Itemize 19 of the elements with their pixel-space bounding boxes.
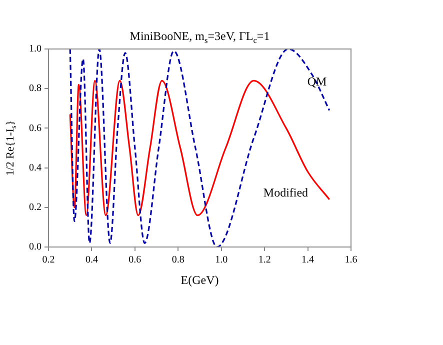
y-tick-label: 0.2 <box>29 202 42 214</box>
y-tick-label: 1.0 <box>29 44 42 55</box>
y-tick-label: 0.0 <box>29 242 42 253</box>
y-tick-label: 0.4 <box>29 162 42 174</box>
series-label: Modified <box>263 186 308 200</box>
x-tick-label: 1.2 <box>258 254 271 266</box>
y-tick-label: 0.6 <box>29 122 42 134</box>
x-tick-label: 0.6 <box>128 254 142 266</box>
x-tick-label: 1.0 <box>215 254 228 266</box>
x-tick-label: 0.4 <box>85 254 98 266</box>
series-label: QM <box>307 74 328 89</box>
x-tick-label: 1.6 <box>344 254 358 266</box>
line-series <box>69 80 330 216</box>
y-tick-label: 0.8 <box>29 83 42 94</box>
x-axis-title: E(GeV) <box>180 273 219 288</box>
x-tick-label: 1.4 <box>302 254 314 266</box>
x-tick-label: 0.8 <box>172 254 184 266</box>
x-tick-label: 0.2 <box>42 254 55 266</box>
line-series <box>69 49 330 247</box>
